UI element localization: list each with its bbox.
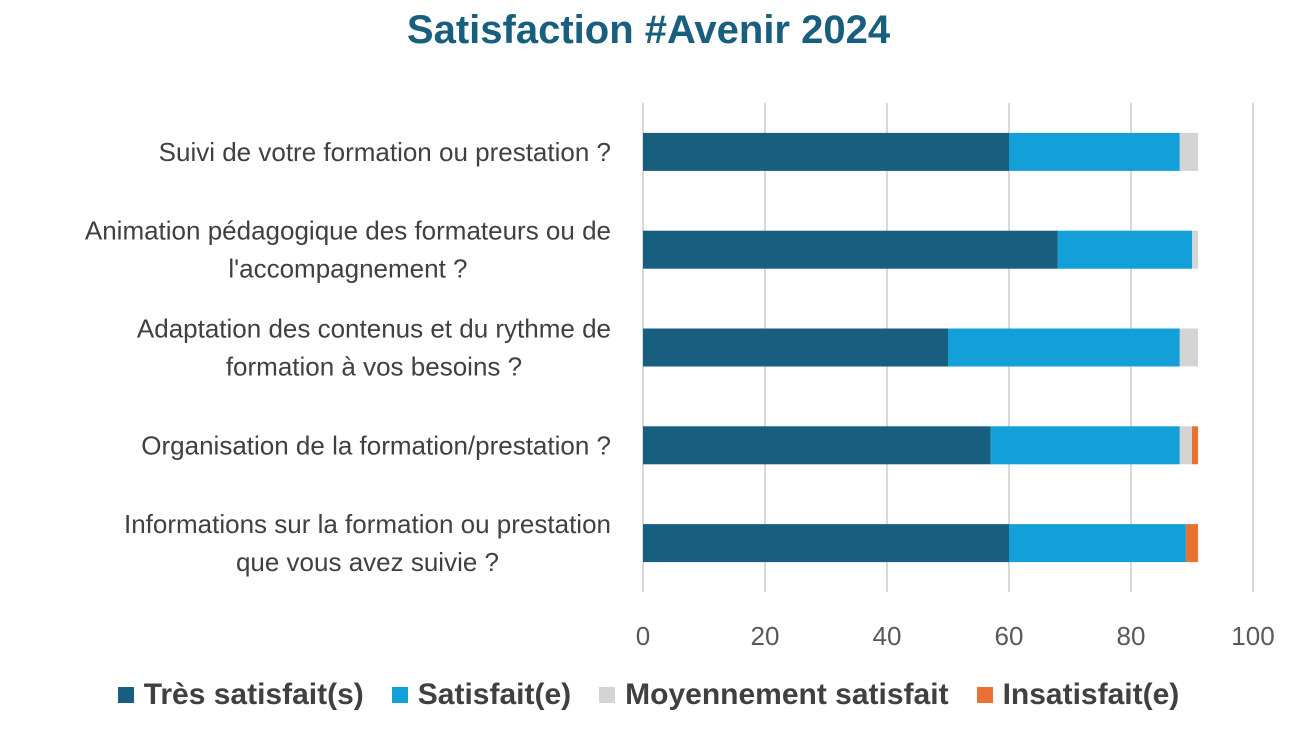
- bar-segment-4-series-1: [643, 426, 991, 465]
- bar-segment-1-series-1: [643, 132, 1009, 171]
- bar-segment-3-series-1: [643, 328, 948, 367]
- legend-item-4: Insatisfait(e): [976, 678, 1180, 712]
- category-labels: Suivi de votre formation ou prestation ?…: [85, 137, 611, 577]
- category-label-line: formation à vos besoins ?: [226, 352, 522, 382]
- category-label-4: Organisation de la formation/prestation …: [141, 430, 611, 460]
- category-label-5: Informations sur la formation ou prestat…: [124, 509, 611, 577]
- bar-segment-3-series-3: [1179, 328, 1199, 367]
- x-tick-label-60: 60: [995, 621, 1024, 651]
- bar-segment-5-series-1: [643, 524, 1009, 563]
- category-label-1: Suivi de votre formation ou prestation ?: [159, 137, 611, 167]
- legend-swatch: [976, 687, 993, 703]
- legend-label: Très satisfait(s): [143, 678, 364, 711]
- bar-segment-2-series-2: [1057, 230, 1192, 269]
- bar-segment-3-series-2: [948, 328, 1180, 367]
- legend-swatch: [391, 687, 408, 703]
- chart-title: Satisfaction #Avenir 2024: [406, 8, 891, 52]
- legend-label: Satisfait(e): [417, 678, 572, 711]
- category-label-line: Animation pédagogique des formateurs ou …: [85, 216, 611, 246]
- bar-segment-4-series-3: [1179, 426, 1192, 465]
- bars: [643, 132, 1199, 563]
- category-label-2: Animation pédagogique des formateurs ou …: [85, 216, 611, 284]
- category-label-3: Adaptation des contenus et du rythme de f…: [137, 314, 611, 382]
- category-label-line: Adaptation des contenus et du rythme de: [137, 314, 611, 344]
- x-tick-label-100: 100: [1231, 621, 1274, 651]
- legend-label: Moyennement satisfait: [625, 678, 949, 711]
- bar-segment-2-series-1: [643, 230, 1058, 269]
- category-label-line: l'accompagnement ?: [228, 254, 467, 284]
- legend-label: Insatisfait(e): [1002, 678, 1180, 711]
- legend-item-3: Moyennement satisfait: [599, 678, 949, 712]
- bar-segment-1-series-3: [1179, 132, 1199, 171]
- category-label-line: Organisation de la formation/prestation …: [141, 430, 611, 460]
- legend-swatch: [117, 687, 134, 703]
- bar-segment-1-series-2: [1009, 132, 1180, 171]
- bar-segment-2-series-3: [1192, 230, 1199, 269]
- x-tick-label-40: 40: [873, 621, 902, 651]
- legend-item-2: Satisfait(e): [391, 678, 572, 712]
- bar-segment-4-series-4: [1192, 426, 1199, 465]
- x-tick-label-20: 20: [751, 621, 780, 651]
- legend: Très satisfait(s) Satisfait(e) Moyennement…: [0, 678, 1297, 712]
- x-tick-label-0: 0: [636, 621, 650, 651]
- bar-chart-plot: Suivi de votre formation ou prestation ?…: [85, 103, 1275, 651]
- bar-segment-5-series-4: [1185, 524, 1199, 563]
- bar-segment-4-series-2: [990, 426, 1180, 465]
- legend-swatch: [599, 687, 616, 703]
- x-axis-tick-labels: 0 20 40 60 80 100: [636, 621, 1275, 651]
- legend-item-1: Très satisfait(s): [117, 678, 364, 712]
- category-label-line: Suivi de votre formation ou prestation ?: [159, 137, 611, 167]
- bar-segment-5-series-2: [1009, 524, 1186, 563]
- category-label-line: Informations sur la formation ou prestat…: [124, 509, 611, 539]
- category-label-line: que vous avez suivie ?: [236, 547, 499, 577]
- x-tick-label-80: 80: [1117, 621, 1146, 651]
